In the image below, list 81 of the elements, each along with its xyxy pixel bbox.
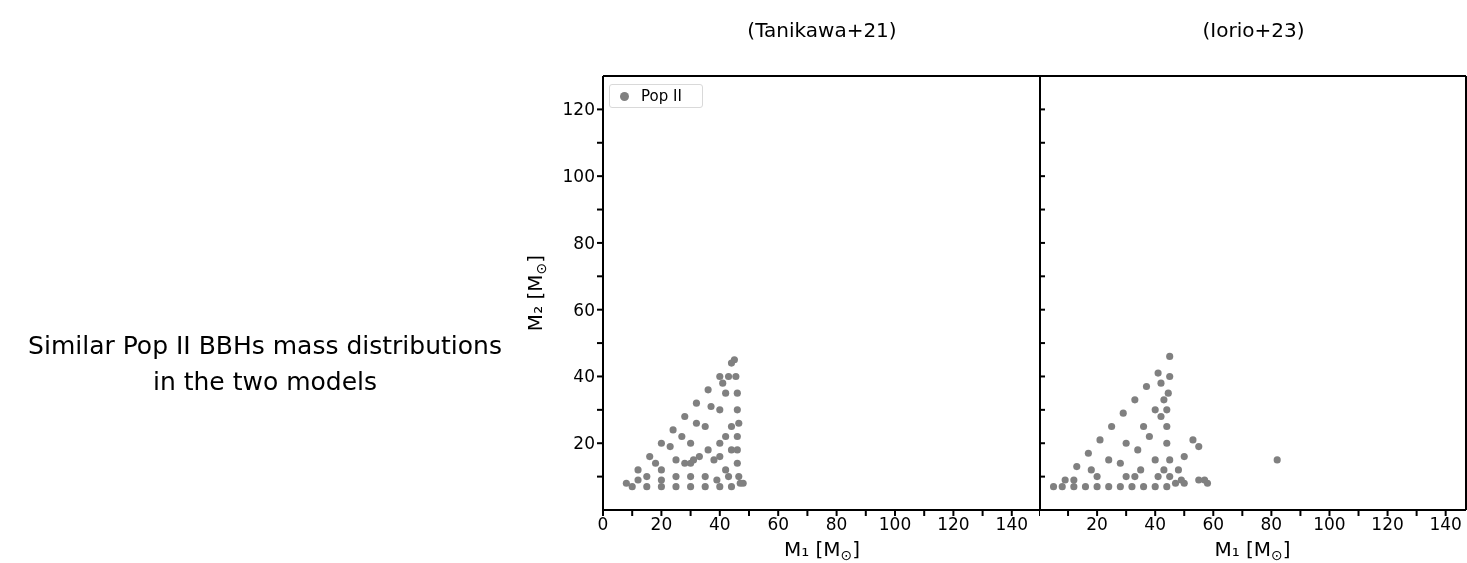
point bbox=[1070, 476, 1078, 484]
y-tick-label: 80 bbox=[573, 232, 595, 253]
point bbox=[1166, 352, 1174, 360]
point bbox=[1166, 473, 1174, 481]
point bbox=[1171, 479, 1180, 487]
point bbox=[1137, 466, 1145, 474]
point bbox=[1163, 439, 1171, 447]
point bbox=[1093, 473, 1101, 481]
legend-label: Pop II bbox=[641, 87, 682, 105]
point bbox=[1058, 483, 1066, 491]
point bbox=[1157, 379, 1165, 387]
point bbox=[1108, 422, 1116, 431]
x-tick-label: 80 bbox=[825, 514, 848, 535]
point bbox=[1154, 369, 1162, 377]
point bbox=[1154, 473, 1162, 481]
y-tick-label: 100 bbox=[562, 166, 595, 187]
point bbox=[1122, 473, 1130, 481]
x-tick-label: 100 bbox=[878, 514, 912, 535]
point bbox=[1157, 412, 1165, 421]
point bbox=[1140, 422, 1148, 431]
point bbox=[1122, 439, 1130, 447]
point bbox=[1142, 382, 1151, 391]
point bbox=[1073, 463, 1081, 471]
point bbox=[1105, 456, 1113, 464]
y-tick-label: 60 bbox=[573, 299, 595, 320]
point bbox=[1119, 409, 1127, 417]
y-tick-label: 20 bbox=[573, 433, 595, 454]
x-tick-label: 20 bbox=[1086, 514, 1108, 535]
text: Similar Pop II BBHs mass distributions in the two models bbox=[27, 330, 503, 398]
point bbox=[1160, 466, 1168, 474]
y-tick-label: 40 bbox=[573, 366, 595, 387]
point bbox=[1166, 456, 1174, 464]
point bbox=[1273, 456, 1281, 464]
point bbox=[1163, 422, 1171, 431]
y-tick-label: 120 bbox=[562, 99, 595, 120]
point bbox=[1116, 459, 1124, 467]
point bbox=[1163, 406, 1171, 414]
x-tick-label: 60 bbox=[767, 514, 790, 535]
point bbox=[1061, 476, 1069, 484]
point bbox=[1189, 436, 1197, 444]
point bbox=[1084, 449, 1092, 457]
point bbox=[1174, 466, 1182, 474]
point bbox=[1116, 483, 1124, 491]
point bbox=[1160, 396, 1168, 404]
point bbox=[1049, 483, 1058, 491]
point bbox=[1164, 389, 1172, 397]
point bbox=[1081, 483, 1090, 491]
point bbox=[1134, 446, 1142, 454]
x-axis-title: M₁ [M$_{⊙}$] bbox=[783, 537, 861, 563]
point bbox=[1151, 456, 1159, 464]
point bbox=[1093, 483, 1101, 491]
x-tick-label: 100 bbox=[1313, 514, 1346, 535]
chart-title: (Iorio+23) bbox=[1201, 18, 1306, 42]
point bbox=[1166, 372, 1174, 381]
x-tick-label: 120 bbox=[1371, 514, 1404, 535]
x-tick-label: 80 bbox=[1260, 514, 1283, 535]
point bbox=[1128, 483, 1136, 491]
x-tick-label: 140 bbox=[995, 514, 1029, 535]
x-tick-label: 140 bbox=[1429, 514, 1462, 535]
point bbox=[1145, 432, 1153, 441]
point bbox=[1151, 483, 1159, 491]
point bbox=[1195, 476, 1203, 484]
point bbox=[1096, 436, 1104, 444]
point bbox=[1131, 473, 1139, 481]
x-tick-label: 60 bbox=[1202, 514, 1225, 535]
point bbox=[1151, 406, 1159, 414]
x-tick-label: 120 bbox=[937, 514, 970, 535]
point bbox=[1180, 453, 1188, 461]
point bbox=[1105, 483, 1113, 491]
point bbox=[1195, 443, 1203, 451]
chart-title: (Tanikawa+21) bbox=[746, 18, 898, 42]
point bbox=[1140, 483, 1148, 491]
point bbox=[1163, 483, 1171, 491]
x-tick-label: 40 bbox=[1144, 514, 1167, 535]
x-axis-title: M₁ [M$_{⊙}$] bbox=[1214, 537, 1291, 563]
point bbox=[1087, 466, 1095, 474]
point bbox=[1131, 396, 1139, 404]
x-tick-label: 40 bbox=[708, 514, 731, 535]
x-tick-label: 0 bbox=[597, 514, 609, 535]
x-tick-label: 20 bbox=[650, 514, 673, 535]
point bbox=[1070, 483, 1078, 491]
